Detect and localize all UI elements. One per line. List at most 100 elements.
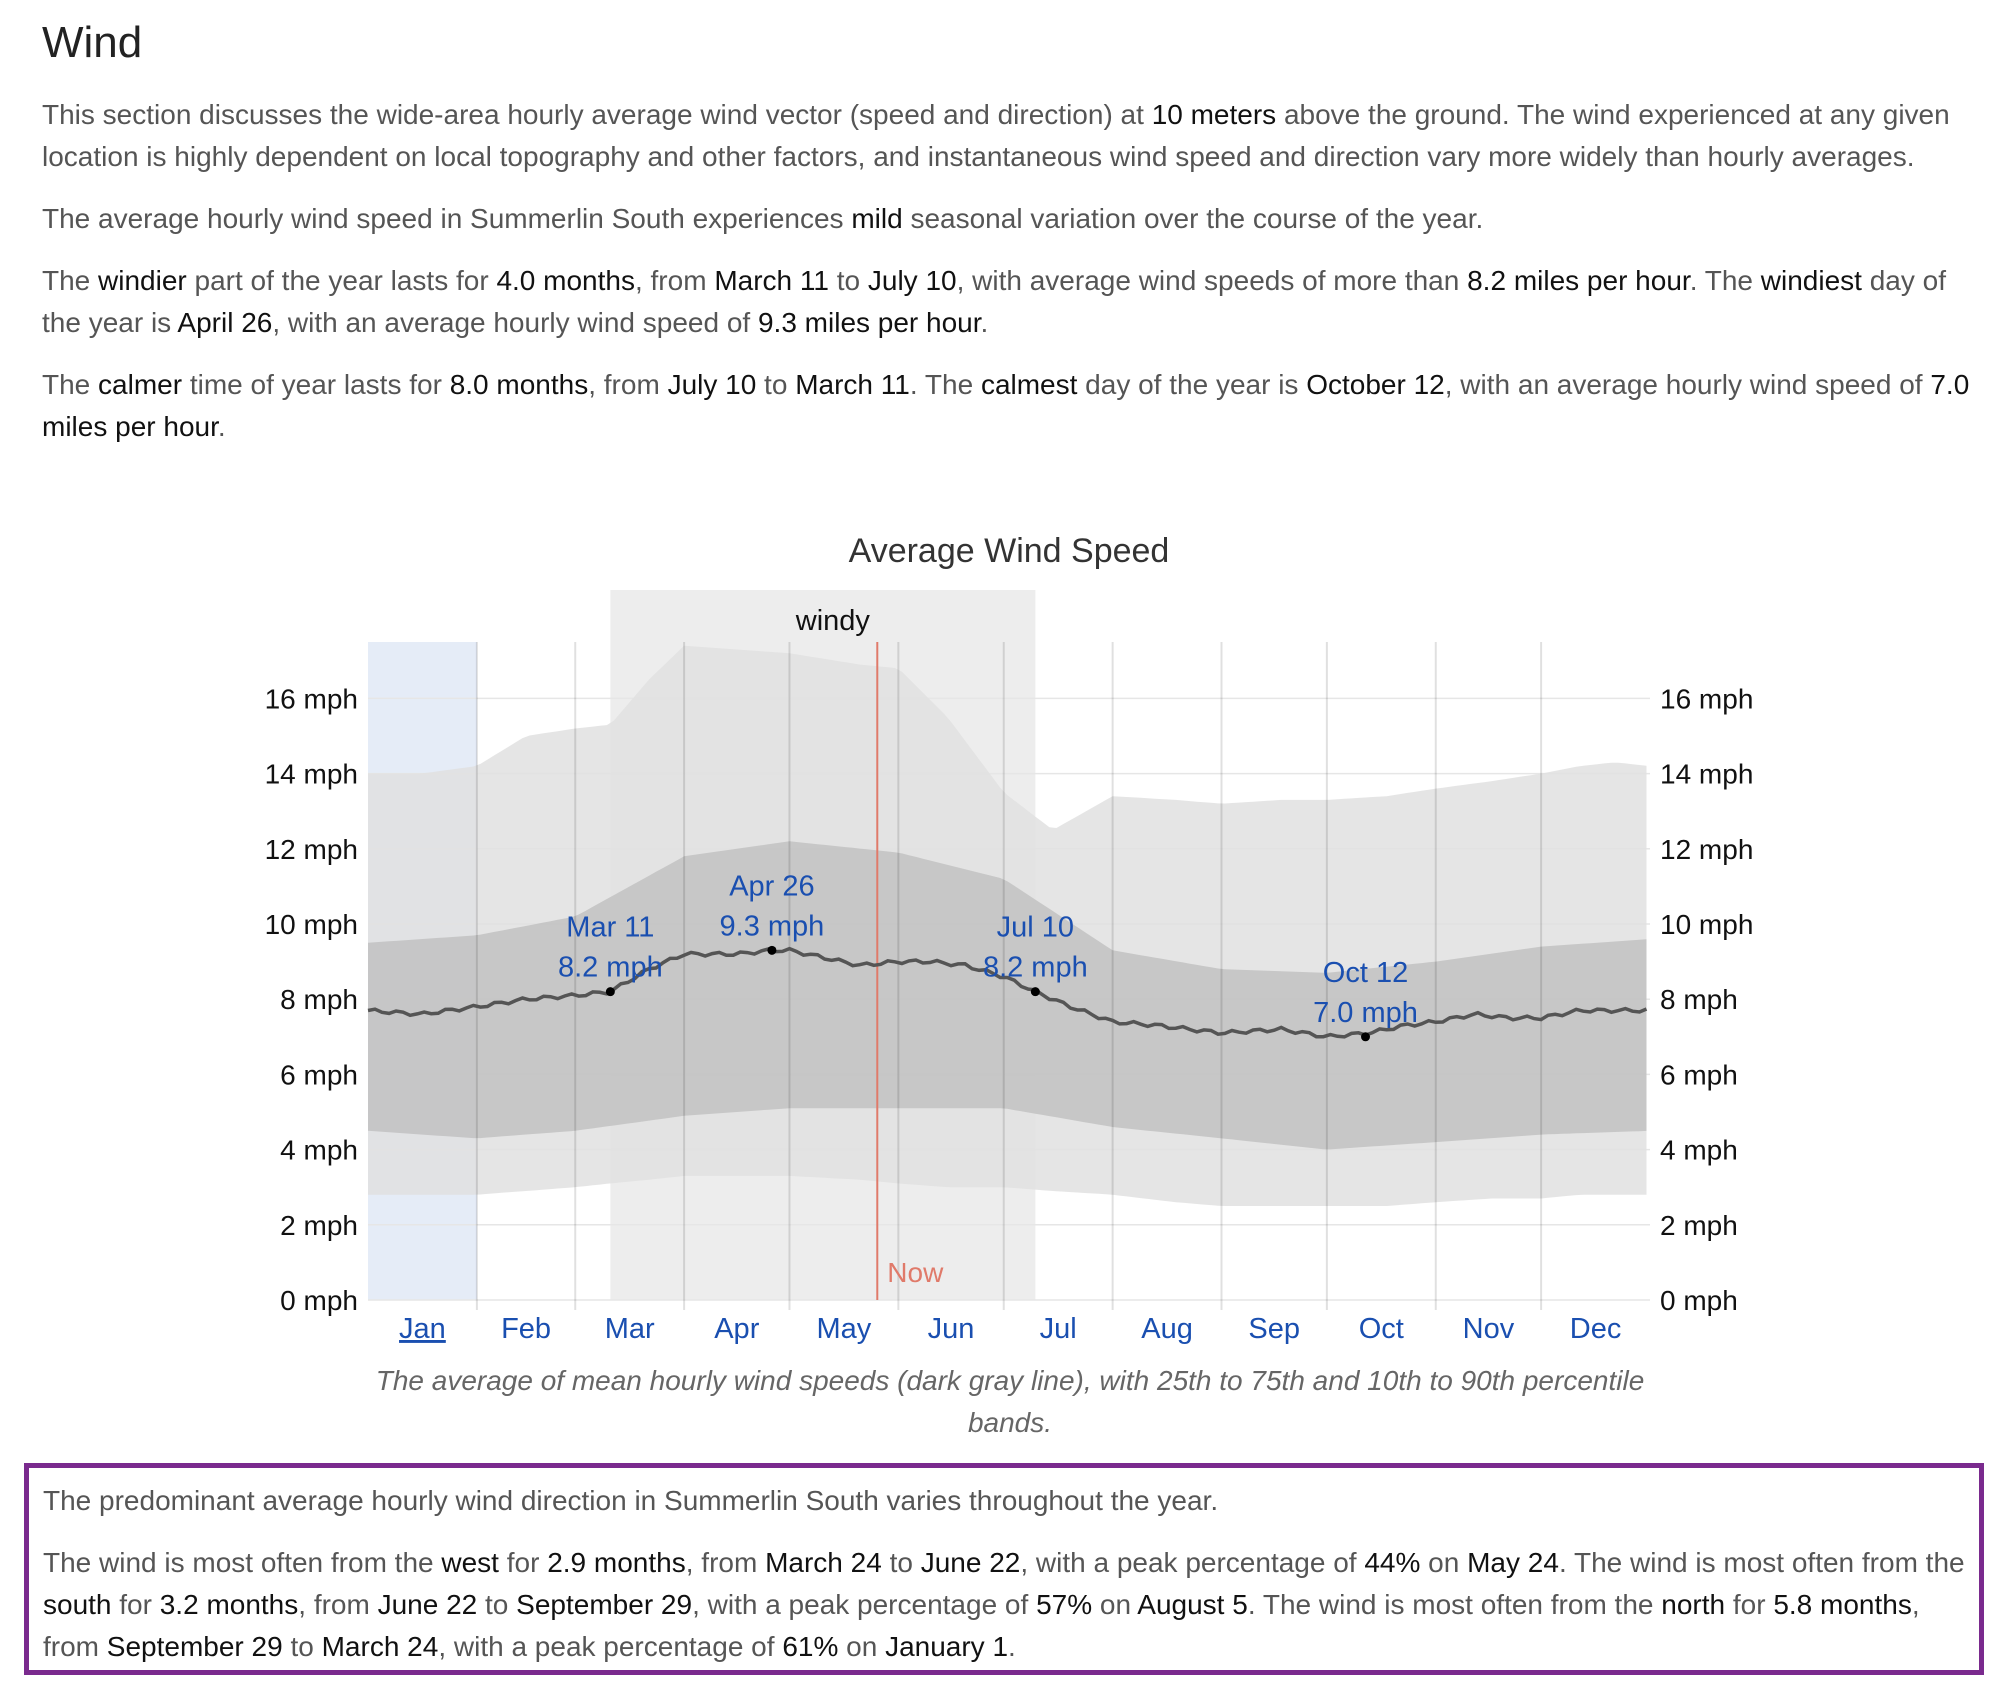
paragraph-text: The average hourly wind speed in Summerl… (42, 203, 852, 234)
annotation-point (605, 987, 615, 997)
highlight-text: windiest (1760, 265, 1862, 296)
annotation-point (1361, 1032, 1371, 1042)
paragraph-text: , with a peak percentage of (692, 1589, 1037, 1620)
calmer-paragraph: The calmer time of year lasts for 8.0 mo… (42, 364, 1982, 448)
wind-section: Wind This section discusses the wide-are… (42, 14, 1982, 468)
highlight-text: 8.0 months (449, 369, 589, 400)
highlight-text: 5.8 months (1773, 1589, 1912, 1620)
month-label-jun[interactable]: Jun (928, 1313, 975, 1345)
highlight-text: 4.0 months (496, 265, 635, 296)
annotation-value-label: 7.0 mph (1313, 997, 1418, 1029)
paragraph-text: above the ground. The wind experienced a… (42, 99, 1950, 172)
y-tick-label-right: 12 mph (1660, 834, 1753, 865)
direction-detail-paragraph: The wind is most often from the west for… (43, 1542, 1968, 1668)
annotation-date-label: Mar 11 (566, 912, 654, 944)
highlight-text: 7.0 miles per hour (42, 369, 1970, 442)
paragraph-text: The wind is most often from the (43, 1547, 442, 1578)
y-tick-label-right: 10 mph (1660, 909, 1753, 940)
y-tick-label-right: 6 mph (1660, 1059, 1738, 1090)
paragraph-text: . The wind is most often from the (1247, 1589, 1662, 1620)
month-label-jul[interactable]: Jul (1040, 1313, 1077, 1345)
annotation-date-label: Apr 26 (729, 870, 814, 902)
paragraph-text: . (980, 307, 989, 338)
highlight-text: south (43, 1589, 112, 1620)
paragraph-text: for (498, 1547, 548, 1578)
y-tick-label-left: 10 mph (265, 909, 358, 940)
paragraph-text: , from (43, 1589, 1920, 1662)
paragraph-text: to (756, 369, 796, 400)
highlight-text: 57% (1036, 1589, 1093, 1620)
windier-paragraph: The windier part of the year lasts for 4… (42, 260, 1982, 344)
highlight-text: west (441, 1547, 499, 1578)
annotation-date-label: Oct 12 (1323, 957, 1408, 989)
chart-title: Average Wind Speed (849, 532, 1170, 570)
seasonal-paragraph: The average hourly wind speed in Summerl… (42, 198, 1982, 240)
month-label-mar[interactable]: Mar (605, 1313, 655, 1345)
paragraph-text: . (1008, 1631, 1016, 1662)
y-tick-label-left: 0 mph (280, 1285, 358, 1316)
paragraph-text: . The wind is most often from the (1558, 1547, 1965, 1578)
y-tick-label-right: 0 mph (1660, 1285, 1738, 1316)
highlight-text: July 10 (667, 369, 757, 400)
paragraph-text: , from (685, 1547, 766, 1578)
paragraph-text: , from (588, 369, 668, 400)
y-tick-label-left: 14 mph (265, 759, 358, 790)
month-label-may[interactable]: May (817, 1313, 872, 1345)
paragraph-text: part of the year lasts for (186, 265, 497, 296)
month-label-dec[interactable]: Dec (1570, 1313, 1622, 1345)
wind-speed-chart: Average Wind Speed windy 0 mph 0 mph 2 mph 2 … (0, 520, 2000, 1450)
y-tick-label-right: 4 mph (1660, 1135, 1738, 1166)
paragraph-text: The predominant average hourly wind dire… (43, 1485, 1219, 1516)
highlight-text: June 22 (920, 1547, 1021, 1578)
highlight-text: April 26 (177, 307, 273, 338)
y-tick-label-left: 8 mph (280, 984, 358, 1015)
y-tick-label-left: 4 mph (280, 1135, 358, 1166)
paragraph-text: on (1420, 1547, 1468, 1578)
direction-summary-paragraph: The predominant average hourly wind dire… (43, 1480, 1968, 1522)
section-title: Wind (42, 18, 143, 67)
paragraph-text: The (42, 265, 99, 296)
highlight-text: 61% (782, 1631, 839, 1662)
highlight-text: 10 meters (1151, 99, 1277, 130)
paragraph-text: for (1725, 1589, 1774, 1620)
month-label-aug[interactable]: Aug (1141, 1313, 1193, 1345)
paragraph-text: , with a peak percentage of (1020, 1547, 1365, 1578)
month-label-sep[interactable]: Sep (1248, 1313, 1300, 1345)
highlight-text: September 29 (516, 1589, 693, 1620)
highlight-text: March 24 (321, 1631, 439, 1662)
paragraph-text: to (282, 1631, 322, 1662)
paragraph-text: , with an average hourly wind speed of (272, 307, 758, 338)
highlight-text: mild (851, 203, 903, 234)
highlight-text: March 11 (714, 265, 829, 296)
intro-paragraph: This section discusses the wide-area hou… (42, 94, 1982, 178)
highlight-text: March 24 (765, 1547, 882, 1578)
paragraph-text: on (1092, 1589, 1138, 1620)
annotation-value-label: 8.2 mph (558, 952, 663, 984)
month-label-apr[interactable]: Apr (714, 1313, 759, 1345)
paragraph-text: to (881, 1547, 921, 1578)
highlight-text: windier (98, 265, 187, 296)
month-label-oct[interactable]: Oct (1359, 1313, 1404, 1345)
month-label-jan[interactable]: Jan (399, 1313, 446, 1345)
y-tick-label-right: 16 mph (1660, 683, 1753, 714)
y-tick-label-right: 14 mph (1660, 759, 1753, 790)
y-tick-label-left: 12 mph (265, 834, 358, 865)
highlight-text: 9.3 miles per hour (757, 307, 981, 338)
paragraph-text: to (828, 265, 868, 296)
highlight-text: March 11 (795, 369, 910, 400)
highlight-text: October 12 (1306, 369, 1445, 400)
highlight-text: July 10 (867, 265, 957, 296)
paragraph-text: . The (1689, 265, 1761, 296)
paragraph-text: , with an average hourly wind speed of (1444, 369, 1931, 400)
band-p25-p75 (368, 841, 1647, 1150)
paragraph-text: day of the year is (42, 265, 1947, 338)
paragraph-text: day of the year is (1077, 369, 1307, 400)
highlight-text: May 24 (1467, 1547, 1559, 1578)
paragraph-text: , with a peak percentage of (438, 1631, 783, 1662)
highlight-text: calmest (980, 369, 1078, 400)
month-label-nov[interactable]: Nov (1463, 1313, 1515, 1345)
month-label-feb[interactable]: Feb (501, 1313, 551, 1345)
y-tick-label-right: 2 mph (1660, 1210, 1738, 1241)
highlight-text: calmer (98, 369, 183, 400)
highlight-text: 2.9 months (547, 1547, 686, 1578)
